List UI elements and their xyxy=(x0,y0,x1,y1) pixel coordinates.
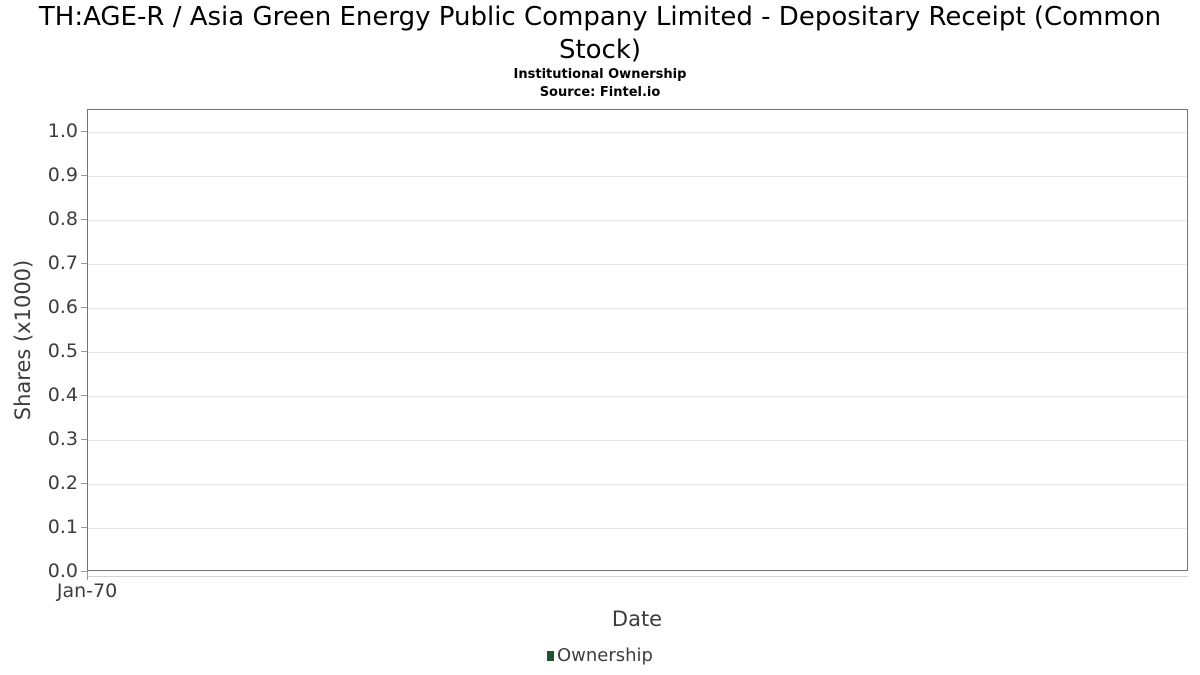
y-tick-mark xyxy=(81,571,87,572)
y-tick-label: 0.1 xyxy=(47,516,78,538)
y-tick-mark xyxy=(81,263,87,264)
gridline xyxy=(88,528,1187,529)
y-tick-mark xyxy=(81,395,87,396)
y-tick-label: 0.6 xyxy=(47,296,78,318)
plot-area xyxy=(87,109,1188,571)
gridline xyxy=(88,440,1187,441)
chart-source: Source: Fintel.io xyxy=(539,85,661,100)
y-tick-label: 0.7 xyxy=(47,252,78,274)
y-tick-label: 0.3 xyxy=(47,428,78,450)
y-tick-label: 0.0 xyxy=(47,560,78,582)
y-tick-mark xyxy=(81,483,87,484)
y-tick-mark xyxy=(81,527,87,528)
x-tick-mark xyxy=(87,571,88,580)
gridline xyxy=(88,484,1187,485)
y-tick-label: 0.2 xyxy=(47,472,78,494)
gridline xyxy=(88,396,1187,397)
chart-legend: Ownership xyxy=(0,645,1200,666)
legend-label: Ownership xyxy=(557,645,653,666)
y-tick-label: 1.0 xyxy=(47,120,78,142)
y-tick-label: 0.4 xyxy=(47,384,78,406)
y-tick-mark xyxy=(81,175,87,176)
y-tick-label: 0.5 xyxy=(47,340,78,362)
x-tick-label: Jan-70 xyxy=(56,580,118,602)
x-axis-line xyxy=(87,576,1188,577)
gridline xyxy=(88,264,1187,265)
chart-title: TH:AGE-R / Asia Green Energy Public Comp… xyxy=(38,2,1162,65)
legend-marker-icon xyxy=(547,650,554,661)
y-tick-label: 0.9 xyxy=(47,164,78,186)
gridline xyxy=(88,132,1187,133)
x-axis-label: Date xyxy=(611,607,663,631)
y-tick-mark xyxy=(81,131,87,132)
y-tick-label: 0.8 xyxy=(47,208,78,230)
legend-item-ownership: Ownership xyxy=(547,645,653,666)
gridline xyxy=(88,176,1187,177)
chart-subtitle: Institutional Ownership xyxy=(513,67,687,82)
y-tick-mark xyxy=(81,351,87,352)
gridline xyxy=(88,308,1187,309)
gridline xyxy=(88,220,1187,221)
y-tick-mark xyxy=(81,439,87,440)
y-tick-mark xyxy=(81,219,87,220)
y-tick-mark xyxy=(81,307,87,308)
gridline xyxy=(88,352,1187,353)
